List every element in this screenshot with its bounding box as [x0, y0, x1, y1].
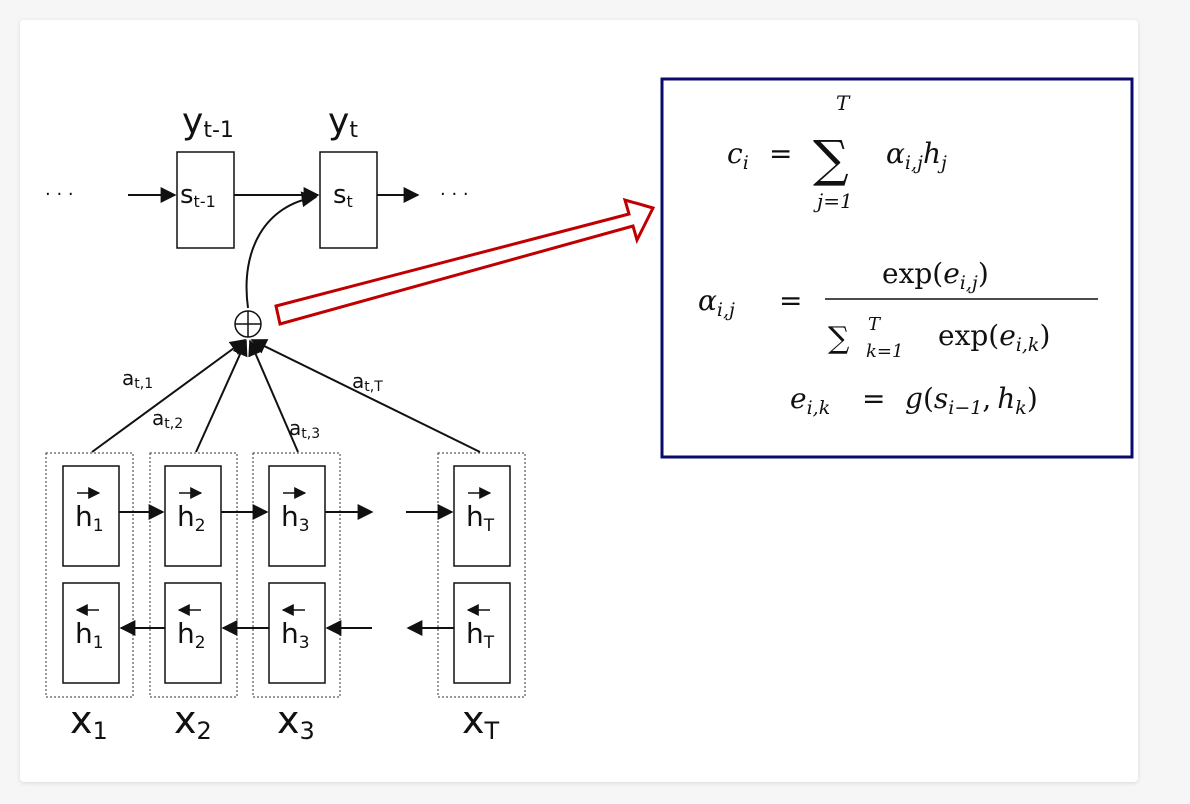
output-label-y: yt	[328, 101, 358, 143]
svg-text:∑: ∑	[813, 130, 849, 188]
encoder-column-T	[437, 452, 526, 698]
backward-state-1: h1	[75, 604, 104, 653]
encoder-column-1	[45, 452, 134, 698]
equation-score: ei,k = g(si−1, hk)	[790, 382, 1038, 419]
forward-state-3: h3	[281, 487, 310, 536]
hollow-arrow	[274, 197, 656, 326]
svg-text:g(si−1,hk): g(si−1, hk)	[905, 382, 1038, 419]
equation-context: ci = ∑ T j=1 αi,jhj	[727, 91, 947, 213]
svg-text:αi,jhj: αi,jhj	[886, 137, 947, 174]
encoder-column-3	[252, 452, 341, 698]
backward-state-3: h3	[281, 604, 310, 653]
input-label-3: x3	[277, 698, 315, 745]
svg-text:hT: hT	[466, 500, 495, 536]
ellipsis-right: · · ·	[440, 184, 469, 205]
svg-text:T: T	[868, 314, 882, 335]
svg-text:h2: h2	[177, 617, 206, 653]
backward-state-T: hT	[466, 604, 495, 653]
svg-text:h3: h3	[281, 500, 310, 536]
state-label-s: st	[333, 180, 353, 211]
svg-text:h1: h1	[75, 617, 104, 653]
svg-text:ci: ci	[727, 137, 749, 174]
state-box-s-prev	[176, 151, 235, 249]
weight-label-3: at,3	[289, 416, 320, 442]
svg-text:j=1: j=1	[813, 189, 853, 213]
equation-panel	[660, 77, 1134, 459]
input-label-2: x2	[174, 698, 212, 745]
svg-text:hT: hT	[466, 617, 495, 653]
svg-text:αi,j: αi,j	[698, 284, 735, 321]
svg-text:h1: h1	[75, 500, 104, 536]
backward-state-2: h2	[177, 604, 206, 653]
weight-label-T: at,T	[352, 369, 383, 395]
svg-text:∑: ∑	[828, 321, 850, 356]
weight-label-1: at,1	[122, 366, 153, 392]
svg-text:h3: h3	[281, 617, 310, 653]
svg-text:k=1: k=1	[866, 341, 903, 362]
svg-text:T: T	[836, 91, 851, 115]
input-label-1: x1	[70, 698, 108, 745]
weight-line-T	[250, 339, 481, 453]
equation-attention-weight: αi,j = exp(ei,j) ∑ T k=1 exp(ei,k)	[698, 257, 1098, 362]
svg-text:=: =	[779, 284, 802, 317]
weight-line-2	[195, 339, 248, 453]
svg-text:h2: h2	[177, 500, 206, 536]
forward-state-T: hT	[466, 487, 495, 536]
input-label-T: xT	[462, 698, 500, 745]
output-label-y-prev: yt-1	[182, 101, 234, 143]
encoder-column-2	[149, 452, 238, 698]
state-label-s-prev: st-1	[180, 180, 216, 211]
weight-line-3	[248, 339, 299, 453]
svg-text:exp(ei,j): exp(ei,j)	[882, 257, 989, 294]
svg-text:=: =	[862, 382, 885, 415]
weight-label-2: at,2	[152, 406, 183, 432]
svg-text:exp(ei,k): exp(ei,k)	[938, 319, 1050, 356]
weight-line-1	[91, 339, 247, 453]
svg-text:=: =	[769, 137, 792, 170]
state-box-s	[319, 151, 378, 249]
context-arrow	[245, 191, 318, 309]
forward-state-1: h1	[75, 487, 104, 536]
forward-state-2: h2	[177, 487, 206, 536]
svg-text:ei,k: ei,k	[790, 382, 830, 419]
ellipsis-left: · · ·	[45, 184, 74, 205]
